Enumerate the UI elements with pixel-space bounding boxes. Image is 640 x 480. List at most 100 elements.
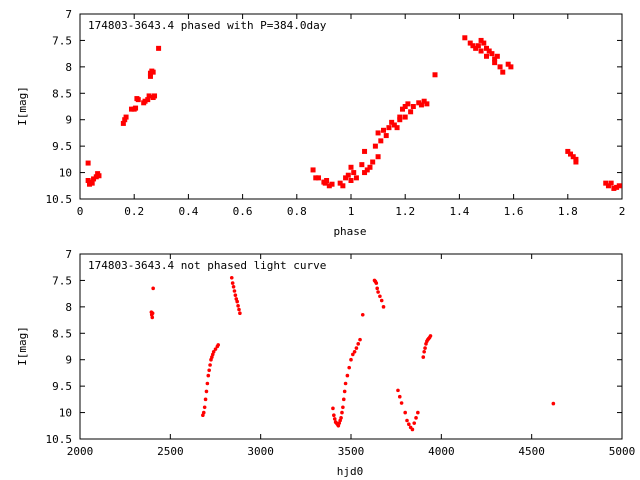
data-point [93,174,99,180]
data-point [403,410,408,415]
chart-title: 174803-3643.4 phased with P=384.0day [88,19,327,32]
y-tick-label: 7.5 [52,34,72,47]
x-tick-label: 1 [348,205,355,218]
y-tick-label: 8 [65,301,72,314]
data-point [492,56,498,62]
data-point [235,299,239,304]
data-point [85,178,91,183]
data-point [133,105,139,111]
data-point [378,138,384,144]
y-tick-label: 10 [59,167,72,180]
data-point [410,427,415,432]
data-point [383,133,389,139]
data-point [405,101,411,107]
data-point [473,45,479,51]
data-point [231,284,236,289]
data-point [475,43,481,49]
y-tick-label: 10.5 [46,193,73,206]
x-tick-label: 5000 [609,445,636,458]
y-tick-labels: 7 7.5 8 8.5 9 9.5 10 10.5 [46,248,622,446]
data-point [370,159,376,165]
data-point [397,394,402,399]
data-point [331,406,335,411]
data-point [208,363,212,367]
x-tick-label: 0 [77,205,84,218]
data-point [202,405,207,410]
data-point [152,93,158,99]
y-tick-label: 8.5 [52,87,72,100]
data-point [351,352,355,357]
data-point [611,185,617,191]
data-point [414,416,418,420]
data-point [332,413,336,418]
data-point [96,173,102,179]
data-point [462,35,468,41]
data-point [341,397,346,402]
data-point [345,172,351,178]
data-point [230,281,235,285]
data-point [410,104,416,109]
data-point [142,98,148,104]
data-point [402,104,408,109]
data-point [397,114,403,120]
y-tick-label: 8.5 [52,327,72,340]
x-tick-label: 0.8 [287,205,307,218]
data-point [423,346,427,350]
data-point [399,401,404,405]
data-point [359,162,365,168]
data-point [356,342,361,346]
data-point [354,346,359,350]
x-tick-label: 1.4 [449,205,469,218]
data-point [150,311,155,316]
data-point [408,109,414,115]
x-tick-labels: 0 0.2 0.4 0.6 0.8 1 1.2 1.4 1.6 1.8 2 [77,14,625,218]
data-point [484,53,489,59]
data-point [326,183,332,189]
x-tick-label: 1.6 [504,205,524,218]
data-point [397,117,403,123]
data-point [489,51,495,57]
data-point [349,357,353,362]
data-point [352,349,357,354]
data-point [573,159,579,165]
phased-light-curve-panel: 0 0.2 0.4 0.6 0.8 1 1.2 1.4 1.6 1.8 2 7 7.5 8 8.5 9 9.5… [16,8,625,238]
data-point [362,170,368,176]
data-point [478,48,484,54]
data-point [146,93,152,99]
data-point [353,175,359,181]
data-point [216,343,221,347]
data-point [405,418,409,423]
y-tick-label: 7.5 [52,274,72,287]
data-point [213,347,218,351]
y-tick-label: 10 [59,407,72,420]
data-point [467,40,473,46]
data-point [375,286,379,291]
data-point [605,183,611,189]
data-point [122,117,128,123]
y-tick-label: 10.5 [46,433,73,446]
data-point [85,160,91,166]
data-point [315,175,321,181]
data-point [470,43,476,49]
data-point [608,180,614,186]
plot-frame [79,253,623,440]
data-point [375,154,381,160]
data-point [421,98,427,104]
data-point [233,293,238,298]
data-point [367,164,373,170]
data-point [481,40,487,46]
y-tick-label: 8 [65,61,72,74]
data-point [347,365,351,370]
data-point [342,389,347,394]
data-points [149,275,556,432]
y-axis-label: I[mag] [16,86,29,126]
y-axis-label: I[mag] [16,326,29,366]
x-tick-label: 0.2 [124,205,144,218]
data-point [207,368,211,373]
x-tick-label: 4500 [518,445,545,458]
data-point [565,148,571,154]
data-point [428,334,433,338]
data-point [603,180,609,186]
x-tick-label: 0.6 [233,205,253,218]
